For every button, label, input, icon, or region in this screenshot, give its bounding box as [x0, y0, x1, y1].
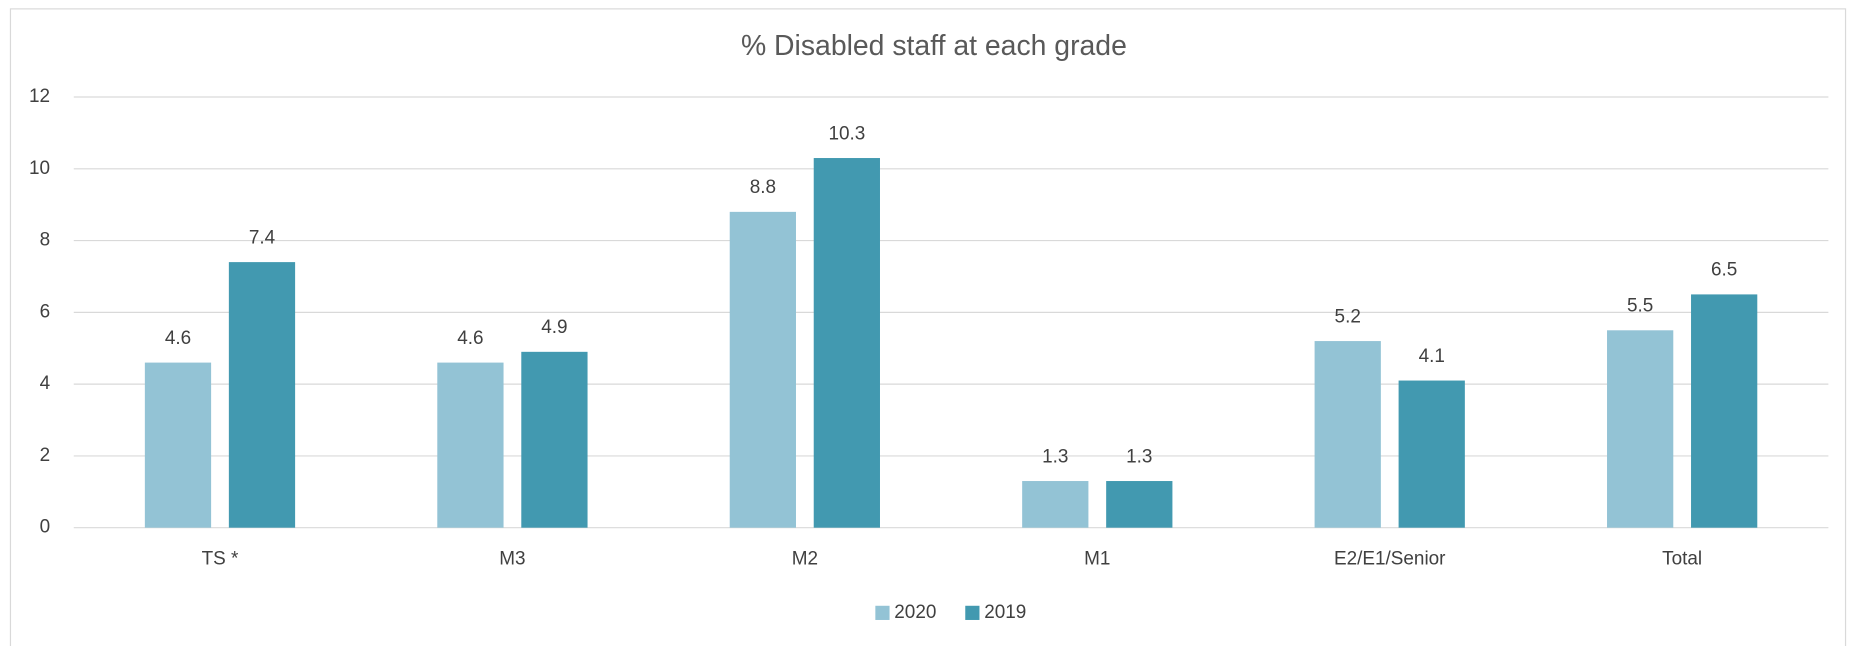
y-tick-label: 2 [40, 445, 51, 466]
data-label: 4.6 [165, 328, 191, 349]
y-tick-label: 0 [40, 517, 51, 538]
data-label: 10.3 [828, 123, 865, 144]
data-label: 5.5 [1627, 296, 1653, 317]
bar [1022, 481, 1089, 528]
x-tick-label: Total [1662, 549, 1702, 570]
bar [1398, 380, 1465, 528]
x-tick-label: TS * [202, 549, 239, 570]
data-label: 1.3 [1126, 446, 1152, 467]
legend-label: 2019 [984, 602, 1026, 623]
bar [521, 351, 588, 528]
data-label: 8.8 [750, 177, 776, 198]
x-tick-label: M2 [792, 549, 818, 570]
bar [813, 158, 880, 528]
bar [1691, 294, 1758, 528]
bar [144, 362, 212, 528]
data-label: 4.6 [457, 328, 483, 349]
bar [729, 211, 796, 528]
legend-label: 2020 [894, 602, 936, 623]
x-tick-label: M3 [499, 549, 525, 570]
y-tick-label: 6 [40, 301, 51, 322]
legend-swatch [875, 605, 890, 620]
y-tick-label: 10 [29, 158, 50, 179]
data-label: 5.2 [1335, 306, 1361, 327]
x-tick-label: E2/E1/Senior [1334, 549, 1446, 570]
y-tick-label: 8 [40, 230, 51, 251]
bar [228, 262, 296, 528]
data-label: 6.5 [1711, 260, 1737, 281]
bar [1607, 330, 1674, 528]
data-label: 4.1 [1419, 346, 1445, 367]
bar [1106, 481, 1173, 528]
y-tick-label: 4 [40, 373, 51, 394]
chart-title: % Disabled staff at each grade [741, 30, 1127, 62]
data-label: 7.4 [249, 227, 275, 248]
x-tick-label: M1 [1084, 549, 1110, 570]
y-tick-label: 12 [29, 86, 50, 107]
chart-frame [9, 8, 1847, 646]
data-label: 4.9 [541, 317, 567, 338]
bar [1314, 341, 1381, 528]
legend-swatch [965, 605, 980, 620]
data-label: 1.3 [1042, 446, 1068, 467]
bar [437, 362, 504, 528]
